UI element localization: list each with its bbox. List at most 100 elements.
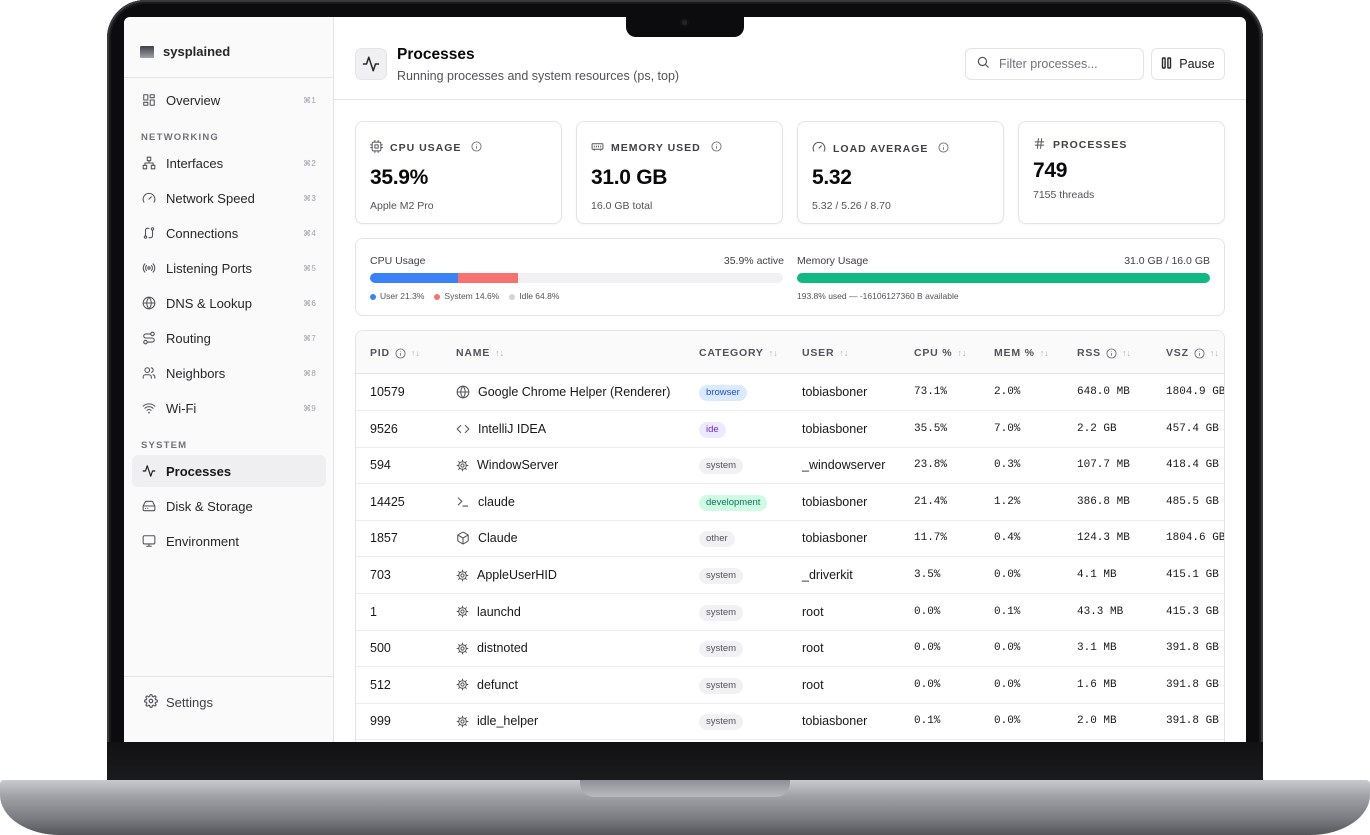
search-input[interactable] <box>999 57 1129 71</box>
name-cell: IntelliJ IDEA <box>456 422 546 436</box>
info-icon[interactable] <box>1106 347 1117 359</box>
column-header-vsz[interactable]: VSZ ↑↓ <box>1166 347 1219 359</box>
table-row[interactable]: 594 WindowServer system _windowserver 23… <box>356 447 1224 485</box>
table-row[interactable]: 999 idle_helper system tobiasboner 0.1% … <box>356 703 1224 741</box>
sidebar-item-processes[interactable]: Processes <box>132 455 326 487</box>
shortcut-hint: ⌘2 <box>303 158 316 168</box>
stat-card-sub: 7155 threads <box>1033 189 1095 201</box>
name-cell: claude <box>456 495 515 509</box>
table-row[interactable]: 703 AppleUserHID system _driverkit 3.5% … <box>356 557 1224 594</box>
sidebar-item-label: Network Speed <box>166 190 255 206</box>
pause-button[interactable]: Pause <box>1151 48 1225 80</box>
shortcut-hint: ⌘8 <box>303 368 316 378</box>
table-row[interactable]: 14425 claude development tobiasboner 21.… <box>356 484 1224 521</box>
sidebar-item-interfaces[interactable]: Interfaces ⌘2 <box>132 147 326 179</box>
sidebar-item-network-speed[interactable]: Network Speed ⌘3 <box>132 182 326 214</box>
sidebar-item-label: Listening Ports <box>166 260 252 276</box>
column-header-pid[interactable]: PID ↑↓ <box>370 347 420 359</box>
column-header-rss[interactable]: RSS ↑↓ <box>1077 347 1131 359</box>
search-box[interactable] <box>965 48 1144 80</box>
settings-button[interactable]: Settings <box>144 694 213 711</box>
sidebar-item-environment[interactable]: Environment <box>132 525 326 557</box>
user-cell: _windowserver <box>802 458 886 473</box>
brand-logo-icon <box>140 45 154 58</box>
sort-icon[interactable]: ↑↓ <box>839 348 849 358</box>
vsz-cell: 415.3 GB <box>1166 605 1219 618</box>
sidebar-item-overview[interactable]: Overview ⌘1 <box>132 84 326 116</box>
info-icon[interactable] <box>1194 347 1205 359</box>
rss-cell: 107.7 MB <box>1077 459 1130 472</box>
name-cell: defunct <box>456 678 518 692</box>
name-cell: Claude <box>456 531 518 545</box>
rss-cell: 648.0 MB <box>1077 386 1130 398</box>
column-header-label: USER <box>802 347 835 359</box>
pid-cell: 14425 <box>370 494 405 509</box>
name-cell: idle_helper <box>456 714 538 728</box>
table-row[interactable]: 9526 IntelliJ IDEA ide tobiasboner 35.5%… <box>356 411 1224 448</box>
sidebar-item-neighbors[interactable]: Neighbors ⌘8 <box>132 357 326 389</box>
table-row[interactable]: 10579 Google Chrome Helper (Renderer) br… <box>356 374 1224 411</box>
vsz-cell: 418.4 GB <box>1166 459 1219 472</box>
cpu-icon <box>370 140 383 156</box>
cpu-usage-legend: User 21.3% System 14.6% Idle 64.8% <box>370 291 559 301</box>
table-row[interactable]: 500 distnoted system root 0.0% 0.0% 3.1 … <box>356 630 1224 668</box>
mem-cell: 2.0% <box>994 386 1021 398</box>
vsz-cell: 391.8 GB <box>1166 678 1219 691</box>
gear-icon <box>456 678 469 691</box>
table-row[interactable]: 1857 Claude other tobiasboner 11.7% 0.4%… <box>356 520 1224 558</box>
column-header-mem[interactable]: MEM % ↑↓ <box>994 347 1049 359</box>
name-cell: Google Chrome Helper (Renderer) <box>456 385 670 399</box>
brand[interactable]: sysplained <box>140 44 230 59</box>
sidebar-item-label: Disk & Storage <box>166 498 253 514</box>
sort-icon[interactable]: ↑↓ <box>1039 348 1049 358</box>
sidebar-item-label: Neighbors <box>166 365 226 381</box>
sidebar-item-connections[interactable]: Connections ⌘4 <box>132 217 326 249</box>
mem-cell: 7.0% <box>994 422 1021 435</box>
sort-icon[interactable]: ↑↓ <box>495 348 505 358</box>
vsz-cell: 391.8 GB <box>1166 715 1219 728</box>
info-icon[interactable] <box>711 141 722 155</box>
column-header-cpu[interactable]: CPU % ↑↓ <box>914 347 966 359</box>
rss-cell: 2.0 MB <box>1077 715 1117 728</box>
cpu-cell: 23.8% <box>914 459 948 472</box>
info-icon[interactable] <box>395 347 406 359</box>
sort-icon[interactable]: ↑↓ <box>1209 348 1219 358</box>
sort-icon[interactable]: ↑↓ <box>768 348 778 358</box>
process-table: PID ↑↓ NAME ↑↓ CATEGORY ↑↓ USER ↑↓ CPU % ↑↓ M… <box>355 330 1225 742</box>
pause-icon <box>1161 56 1172 72</box>
pid-cell: 1857 <box>370 531 398 546</box>
rss-cell: 3.1 MB <box>1077 642 1117 655</box>
vsz-cell: 415.1 GB <box>1166 569 1219 581</box>
laptop-base-notch <box>580 780 790 797</box>
info-icon[interactable] <box>471 141 482 155</box>
legend-dot-icon <box>370 293 376 300</box>
category-badge: system <box>699 641 744 658</box>
sidebar-item-routing[interactable]: Routing ⌘7 <box>132 322 326 354</box>
stat-card-value: 31.0 GB <box>591 166 668 189</box>
sidebar-item-dns-lookup[interactable]: DNS & Lookup ⌘6 <box>132 287 326 319</box>
page-subtitle: Running processes and system resources (… <box>397 69 680 83</box>
pause-label: Pause <box>1179 57 1215 71</box>
grid-icon <box>141 92 157 108</box>
stat-card-label: PROCESSES <box>1053 139 1128 151</box>
sidebar-item-disk-storage[interactable]: Disk & Storage <box>132 490 326 522</box>
sort-icon[interactable]: ↑↓ <box>410 348 420 358</box>
column-header-user[interactable]: USER ↑↓ <box>802 347 848 359</box>
table-row[interactable]: 1 launchd system root 0.0% 0.1% 43.3 MB … <box>356 594 1224 631</box>
user-cell: _driverkit <box>802 568 853 582</box>
sort-icon[interactable]: ↑↓ <box>957 348 967 358</box>
column-header-category[interactable]: CATEGORY ↑↓ <box>699 347 778 359</box>
sidebar-item-wi-fi[interactable]: Wi-Fi ⌘9 <box>132 392 326 424</box>
camera-icon <box>680 18 689 27</box>
sort-icon[interactable]: ↑↓ <box>1122 348 1131 358</box>
disk-icon <box>141 498 157 514</box>
stat-card-memory-used: MEMORY USED 31.0 GB 16.0 GB total <box>576 121 783 224</box>
sidebar-item-label: Interfaces <box>166 155 224 171</box>
table-row[interactable]: 512 defunct system root 0.0% 0.0% 1.6 MB… <box>356 667 1224 704</box>
settings-label: Settings <box>166 695 213 710</box>
column-header-name[interactable]: NAME ↑↓ <box>456 347 504 359</box>
sidebar-item-listening-ports[interactable]: Listening Ports ⌘5 <box>132 252 326 284</box>
globe-icon <box>141 295 157 311</box>
info-icon[interactable] <box>938 141 949 156</box>
gear-icon <box>456 569 469 582</box>
